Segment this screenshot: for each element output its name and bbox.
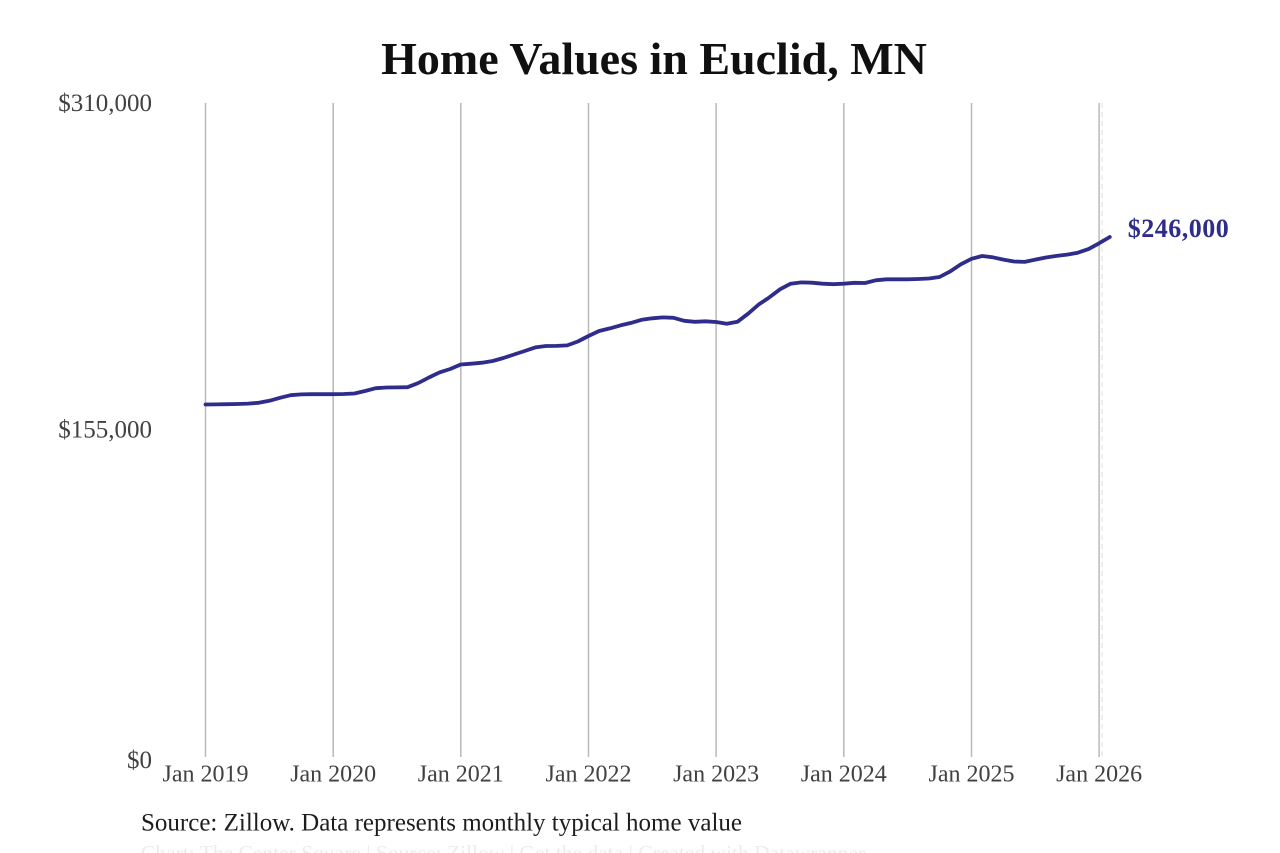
svg-text:Jan 2019: Jan 2019 [163, 762, 249, 788]
svg-text:Source: Zillow. Data represent: Source: Zillow. Data represents monthly … [141, 810, 742, 837]
svg-text:Jan 2025: Jan 2025 [929, 762, 1015, 788]
svg-text:Home Values in Euclid, MN: Home Values in Euclid, MN [381, 33, 927, 84]
svg-text:$155,000: $155,000 [58, 417, 152, 444]
svg-text:$246,000: $246,000 [1128, 214, 1230, 243]
svg-text:$0: $0 [127, 747, 152, 774]
svg-text:Jan 2020: Jan 2020 [290, 762, 376, 788]
svg-text:Jan 2021: Jan 2021 [418, 762, 504, 788]
svg-text:Jan 2026: Jan 2026 [1056, 762, 1142, 788]
svg-text:$310,000: $310,000 [58, 90, 152, 117]
svg-text:Chart: The Center Square | Sou: Chart: The Center Square | Source: Zillo… [141, 841, 865, 853]
svg-text:Jan 2024: Jan 2024 [801, 762, 887, 788]
svg-text:Jan 2023: Jan 2023 [673, 762, 759, 788]
svg-text:Jan 2022: Jan 2022 [546, 762, 632, 788]
